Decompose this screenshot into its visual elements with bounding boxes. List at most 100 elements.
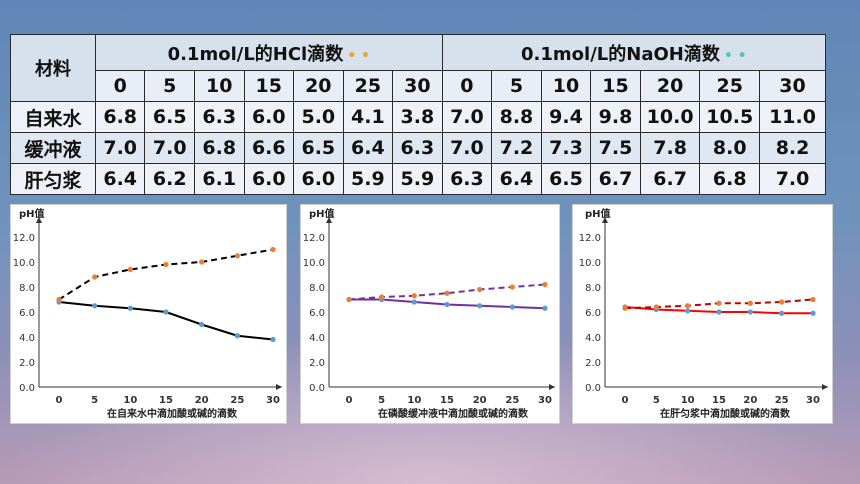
x-tick-label: 30 <box>266 395 280 406</box>
y-tick-label: 2.0 <box>309 358 325 369</box>
data-point-naoh <box>716 300 722 306</box>
x-axis-title: 在自来水中滴加酸或碱的滴数 <box>107 407 238 420</box>
x-tick-label: 5 <box>653 395 660 406</box>
table-row: 缓冲液 7.0 7.0 6.8 6.6 6.5 6.4 6.3 7.0 7.2 7.3 7.5 7.8 8… <box>10 132 826 164</box>
y-axis-title: pH值 <box>585 207 611 220</box>
data-point-hcl <box>163 309 169 315</box>
x-tick-label: 5 <box>91 395 98 406</box>
data-point-naoh <box>509 284 515 290</box>
drops-header-cell: 5 <box>491 70 542 102</box>
table-cell: 6.5 <box>293 132 344 164</box>
y-tick-label: 8.0 <box>585 283 601 294</box>
drops-header-cell: 25 <box>699 70 761 102</box>
data-point-hcl <box>199 321 205 328</box>
decor-dots: • • <box>347 47 371 64</box>
data-point-naoh <box>444 290 450 296</box>
table-cell: 6.4 <box>342 132 394 164</box>
table-cell: 8.0 <box>699 132 761 164</box>
table-cell: 8.8 <box>491 101 542 133</box>
y-tick-label: 8.0 <box>309 283 325 294</box>
naoh-header: 0.1mol/L的NaOH滴数 • • <box>441 34 827 71</box>
row-material-label: 自来水 <box>10 101 96 133</box>
data-point-naoh <box>163 261 169 268</box>
data-point-naoh <box>199 259 205 265</box>
decor-dots: • • <box>723 47 747 64</box>
y-tick-label: 10.0 <box>303 258 325 269</box>
table-cell: 7.8 <box>639 132 701 164</box>
table-cell: 10.0 <box>639 101 701 133</box>
table-cell: 7.0 <box>144 132 195 164</box>
drops-header-cell: 15 <box>590 70 641 102</box>
x-tick-label: 0 <box>346 395 353 406</box>
table-cell: 9.4 <box>540 101 592 133</box>
naoh-header-text: 0.1mol/L的NaOH滴数 <box>521 43 720 65</box>
data-point-naoh <box>779 299 785 305</box>
x-tick-label: 5 <box>378 395 385 406</box>
hcl-header: 0.1mol/L的HCl滴数 • • <box>94 34 443 71</box>
y-axis-arrow <box>326 217 332 223</box>
chart-liver-homogenate: pH值 0.0 2.0 4.0 6.0 8.0 10.0 12.0 0 5 10 15 20 25 30 在肝… <box>579 207 828 420</box>
x-axis-arrow <box>822 384 828 390</box>
data-point-naoh <box>747 300 753 306</box>
y-tick-label: 10.0 <box>13 258 35 269</box>
data-point-hcl <box>127 305 133 311</box>
y-tick-label: 6.0 <box>309 308 325 319</box>
table-cell: 7.5 <box>590 132 641 164</box>
x-axis-arrow <box>276 384 282 390</box>
data-point-naoh <box>346 296 352 303</box>
table-cell: 6.0 <box>243 163 295 195</box>
y-tick-label: 6.0 <box>19 308 35 319</box>
table-cell: 7.0 <box>441 132 493 164</box>
row-material-label: 缓冲液 <box>10 132 96 164</box>
table-cell: 6.8 <box>193 132 245 164</box>
y-tick-label: 4.0 <box>309 333 325 344</box>
drops-header-cell: 20 <box>293 70 344 102</box>
chart-tap-water: pH值 0.0 2.0 4.0 6.0 8.0 10.0 12.0 0 5 10 15 20 25 30 在自… <box>13 207 282 420</box>
data-point-naoh <box>270 246 276 253</box>
drops-header-cell: 30 <box>759 70 826 102</box>
data-point-naoh <box>477 286 483 293</box>
data-point-hcl <box>542 305 548 311</box>
table-row: 肝匀浆 6.4 6.2 6.1 6.0 6.0 5.9 5.9 6.3 6.4 6.5 6.7 6.7 6… <box>10 163 826 195</box>
data-point-naoh <box>542 281 548 288</box>
table-cell: 7.3 <box>540 132 592 164</box>
drops-header-cell: 25 <box>342 70 394 102</box>
data-point-hcl <box>716 309 722 315</box>
x-tick-label: 20 <box>195 395 209 406</box>
table-cell: 6.6 <box>243 132 295 164</box>
table-cell: 5.9 <box>392 163 443 195</box>
x-tick-label: 10 <box>681 395 695 406</box>
table-cell: 6.7 <box>639 163 701 195</box>
table-cell: 7.0 <box>759 163 826 195</box>
data-point-naoh <box>622 305 628 311</box>
y-tick-label: 4.0 <box>19 333 35 344</box>
table-cell: 6.0 <box>293 163 344 195</box>
table-cell: 7.0 <box>441 101 493 133</box>
y-tick-label: 12.0 <box>13 233 35 244</box>
x-tick-label: 30 <box>806 395 820 406</box>
drops-header-cell: 15 <box>243 70 295 102</box>
row-material-label: 肝匀浆 <box>10 163 96 195</box>
y-axis-arrow <box>602 217 608 223</box>
table-cell: 6.3 <box>392 132 443 164</box>
y-tick-label: 12.0 <box>303 233 325 244</box>
x-tick-label: 15 <box>440 395 454 406</box>
data-point-naoh <box>685 303 691 309</box>
table-cell: 6.0 <box>243 101 295 133</box>
table-corner-label: 材料 <box>10 34 96 102</box>
x-tick-label: 0 <box>622 395 629 406</box>
data-point-hcl <box>270 336 276 343</box>
table-cell: 5.0 <box>293 101 344 133</box>
data-point-hcl <box>444 301 450 308</box>
data-point-hcl <box>92 303 98 309</box>
x-axis-title: 在磷酸缓冲液中滴加酸或碱的滴数 <box>378 407 529 420</box>
data-point-hcl <box>810 310 816 316</box>
x-tick-label: 15 <box>159 395 173 406</box>
x-tick-label: 25 <box>505 395 519 406</box>
drops-header-cell: 0 <box>94 70 146 102</box>
y-tick-label: 0.0 <box>19 383 35 394</box>
table-cell: 6.8 <box>94 101 146 133</box>
table-cell: 6.5 <box>144 101 195 133</box>
y-tick-label: 12.0 <box>579 233 601 244</box>
data-point-hcl <box>685 308 691 314</box>
